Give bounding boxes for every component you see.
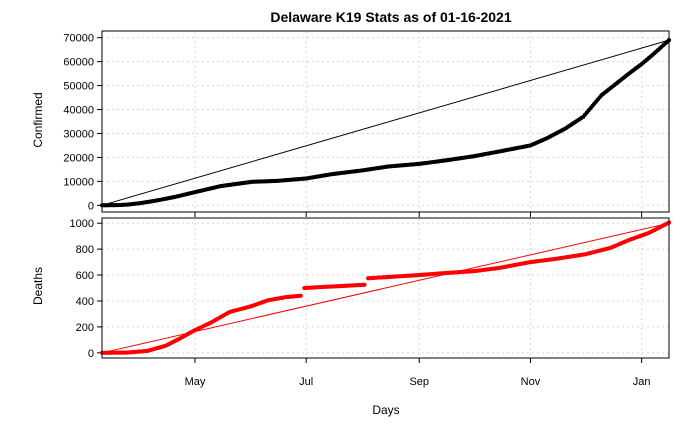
y-tick-label: 50000 [63,81,94,93]
x-axis-label: Days [372,403,399,417]
deaths-reference-line [101,222,670,354]
y-tick-label: 60000 [63,57,94,69]
y-axis-label-confirmed: Confirmed [31,92,45,147]
y-tick-label: 10000 [63,176,94,188]
y-tick-label: 400 [76,296,94,308]
data-point [362,282,367,287]
x-tick-label: May [185,376,206,388]
y-tick-label: 40000 [63,105,94,117]
x-tick-label: Jan [633,376,651,388]
y-tick-label: 1000 [70,218,94,230]
y-tick-label: 30000 [63,128,94,140]
y-tick-label: 0 [88,348,94,360]
data-point [298,293,303,298]
y-axis-label-deaths: Deaths [31,267,45,305]
x-tick-label: Sep [409,376,429,388]
x-tick-label: Nov [521,376,541,388]
y-tick-label: 20000 [63,152,94,164]
confirmed-panel: 0 10000 20000 30000 40000 50000 60000 70000 [63,30,672,217]
y-tick-label: 0 [88,200,94,212]
confirmed-reference-line [101,39,670,206]
deaths-panel: 0 200 400 600 800 1000 May Jul Sep Nov Jan [70,217,672,388]
deaths-points [99,293,303,355]
chart-title: Delaware K19 Stats as of 01-16-2021 [270,9,511,25]
plot-frame [101,217,670,359]
y-tick-label: 600 [76,270,94,282]
deaths-points [366,220,672,281]
y-tick-label: 200 [76,322,94,334]
plot-frame [101,30,670,213]
deaths-points [302,282,367,291]
confirmed-points [99,38,672,208]
y-tick-label: 800 [76,244,94,256]
x-tick-label: Jul [299,376,313,388]
y-tick-label: 70000 [63,33,94,45]
